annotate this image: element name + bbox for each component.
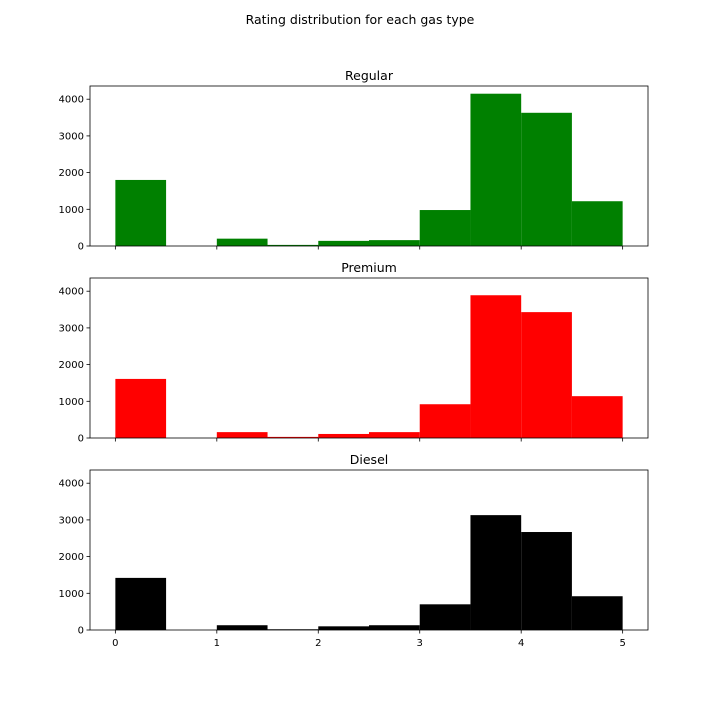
subplot-0: Regular 0 1000 2000 3000 4000 [59, 68, 649, 253]
axes-frame [89, 277, 649, 439]
axes-frame [89, 85, 649, 247]
histogram-bar [470, 295, 522, 438]
subplot-title: Diesel [350, 452, 388, 467]
y-tick-label: 2000 [59, 552, 84, 563]
y-tick-label: 0 [78, 242, 84, 253]
x-tick-label: 1 [214, 638, 220, 649]
histogram-bar [470, 515, 522, 630]
histogram-bar [571, 201, 623, 246]
histogram-bar [318, 433, 369, 438]
histogram-bar [571, 596, 623, 630]
y-tick-label: 3000 [59, 515, 84, 526]
y-tick-label: 1000 [59, 205, 84, 216]
y-tick-label: 4000 [59, 95, 84, 106]
x-tick-label: 4 [518, 638, 524, 649]
y-tick-label: 3000 [59, 131, 84, 142]
histogram-bar [216, 625, 268, 630]
subplot-title: Regular [345, 68, 394, 83]
histogram-bar [521, 532, 572, 630]
y-tick-label: 4000 [59, 287, 84, 298]
x-tick-label: 2 [315, 638, 321, 649]
histogram-bar [369, 625, 420, 630]
x-tick-label: 0 [112, 638, 118, 649]
histogram-bar [115, 179, 167, 246]
y-tick-label: 2000 [59, 168, 84, 179]
subplots: Regular 0 1000 2000 3000 4000 Premium 0 1000 2000… [59, 68, 649, 649]
histogram-bar [419, 604, 471, 630]
histogram-bar [115, 378, 167, 438]
y-tick-label: 1000 [59, 589, 84, 600]
figure-suptitle: Rating distribution for each gas type [246, 12, 475, 27]
y-tick-label: 1000 [59, 397, 84, 408]
histogram-bar [369, 240, 420, 246]
histogram-bar [216, 432, 268, 438]
histogram-bar [419, 210, 471, 246]
y-tick-label: 4000 [59, 479, 84, 490]
histogram-bar [521, 312, 572, 438]
histogram-bar [216, 238, 268, 246]
subplot-1: Premium 0 1000 2000 3000 4000 [59, 260, 649, 445]
histogram-bar [521, 112, 572, 246]
y-tick-label: 2000 [59, 360, 84, 371]
subplot-title: Premium [341, 260, 397, 275]
histogram-bar [369, 432, 420, 438]
histogram-bar [571, 396, 623, 438]
histogram-bar [267, 436, 319, 438]
y-tick-label: 3000 [59, 323, 84, 334]
subplot-2: Diesel 0 1000 2000 3000 4000 0 1 2 3 4 5 [59, 452, 649, 649]
histogram-bar [470, 93, 522, 246]
histogram-bar [267, 244, 319, 246]
x-tick-label: 3 [417, 638, 423, 649]
y-tick-label: 0 [78, 434, 84, 445]
histogram-bar [318, 626, 369, 630]
y-tick-label: 0 [78, 626, 84, 637]
histogram-bar [318, 240, 369, 246]
axes-frame [89, 469, 649, 631]
x-tick-label: 5 [619, 638, 625, 649]
histogram-bar [419, 404, 471, 438]
histogram-bar [115, 577, 167, 630]
